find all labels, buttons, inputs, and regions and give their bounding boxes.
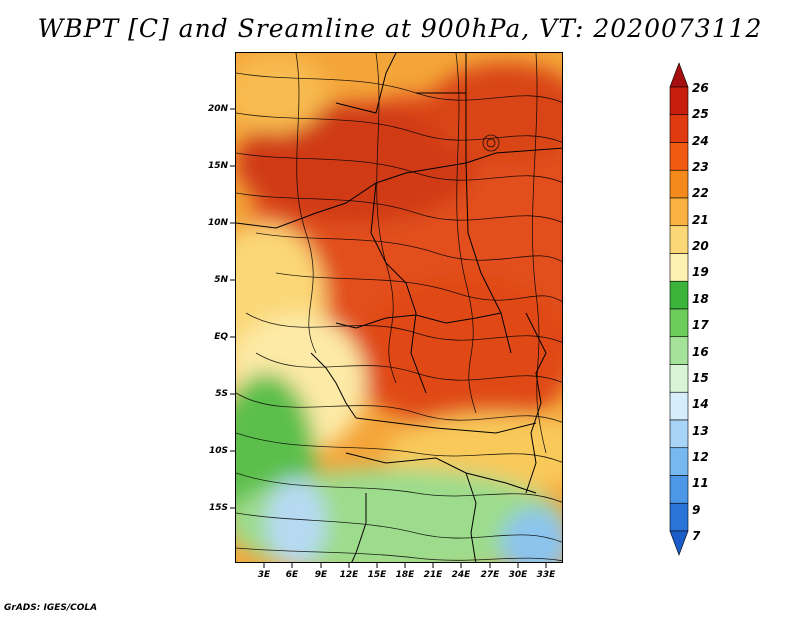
- colorbar-label: 23: [692, 160, 709, 175]
- lat-label-15n: 15N: [207, 161, 228, 171]
- grads-credit: GrADS: IGES/COLA: [4, 603, 98, 613]
- colorbar-label: 16: [692, 344, 709, 359]
- colorbar-swatch: [669, 142, 689, 171]
- colorbar-label: 20: [692, 239, 709, 254]
- lat-label-10n: 10N: [207, 218, 228, 228]
- colorbar-swatch: [669, 169, 689, 199]
- lon-label-12e: 12E: [339, 570, 359, 580]
- lat-label-5s: 5S: [215, 389, 228, 399]
- colorbar-label: 12: [692, 449, 709, 464]
- colorbar-label: 14: [692, 397, 709, 412]
- colorbar-swatch: [669, 253, 689, 282]
- colorbar-label: 25: [692, 107, 709, 122]
- colorbar-label: 13: [692, 423, 709, 438]
- map-title: WBPT [C] and Sreamline at 900hPa, VT: 20…: [37, 14, 763, 43]
- lon-label-3e: 3E: [257, 570, 271, 580]
- lon-label-30e: 30E: [508, 570, 528, 580]
- colorbar-swatch: [669, 280, 689, 310]
- colorbar-swatch: [669, 391, 689, 421]
- colorbar-label: 15: [692, 370, 709, 385]
- colorbar-swatch: [669, 114, 689, 143]
- lon-label-27e: 27E: [480, 570, 500, 580]
- colorbar-swatch: [669, 197, 689, 227]
- colorbar-swatch: [669, 308, 689, 338]
- colorbar-label: 24: [692, 133, 709, 148]
- colorbar-label: 21: [692, 212, 709, 227]
- lon-label-15e: 15E: [367, 570, 387, 580]
- colorbar-swatch: [669, 86, 689, 116]
- lon-label-18e: 18E: [395, 570, 415, 580]
- colorbar-label: 9: [692, 502, 701, 517]
- colorbar-label: 22: [692, 186, 709, 201]
- colorbar-swatch: [669, 336, 689, 365]
- lon-label-21e: 21E: [423, 570, 443, 580]
- map-plot-area: [235, 52, 563, 563]
- lon-label-6e: 6E: [285, 570, 299, 580]
- lat-label-eq: EQ: [214, 332, 228, 342]
- colorbar-swatch: [669, 475, 689, 504]
- colorbar-label: 19: [692, 265, 709, 280]
- colorbar-swatch: [669, 502, 689, 532]
- wbpt-field-map: [236, 53, 562, 562]
- lon-label-24e: 24E: [451, 570, 471, 580]
- country-borders: [236, 53, 562, 562]
- lat-label-5n: 5N: [214, 275, 228, 285]
- lat-label-10s: 10S: [208, 446, 228, 456]
- colorbar-swatch: [669, 419, 689, 449]
- lon-label-9e: 9E: [314, 570, 328, 580]
- colorbar-label: 7: [692, 529, 701, 543]
- colorbar-label: 11: [692, 476, 709, 491]
- lat-label-15s: 15S: [208, 503, 228, 513]
- colorbar-label: 18: [692, 291, 709, 306]
- colorbar-swatch: [669, 530, 689, 556]
- colorbar-swatch: [669, 447, 689, 476]
- colorbar-swatch: [669, 225, 689, 254]
- colorbar-swatch: [669, 62, 689, 88]
- lat-label-20n: 20N: [207, 104, 228, 114]
- lon-label-33e: 33E: [536, 570, 556, 580]
- colorbar-label: 17: [692, 318, 709, 333]
- colorbar-label: 26: [692, 81, 709, 95]
- streamlines: [236, 53, 562, 562]
- colorbar-swatch: [669, 364, 689, 393]
